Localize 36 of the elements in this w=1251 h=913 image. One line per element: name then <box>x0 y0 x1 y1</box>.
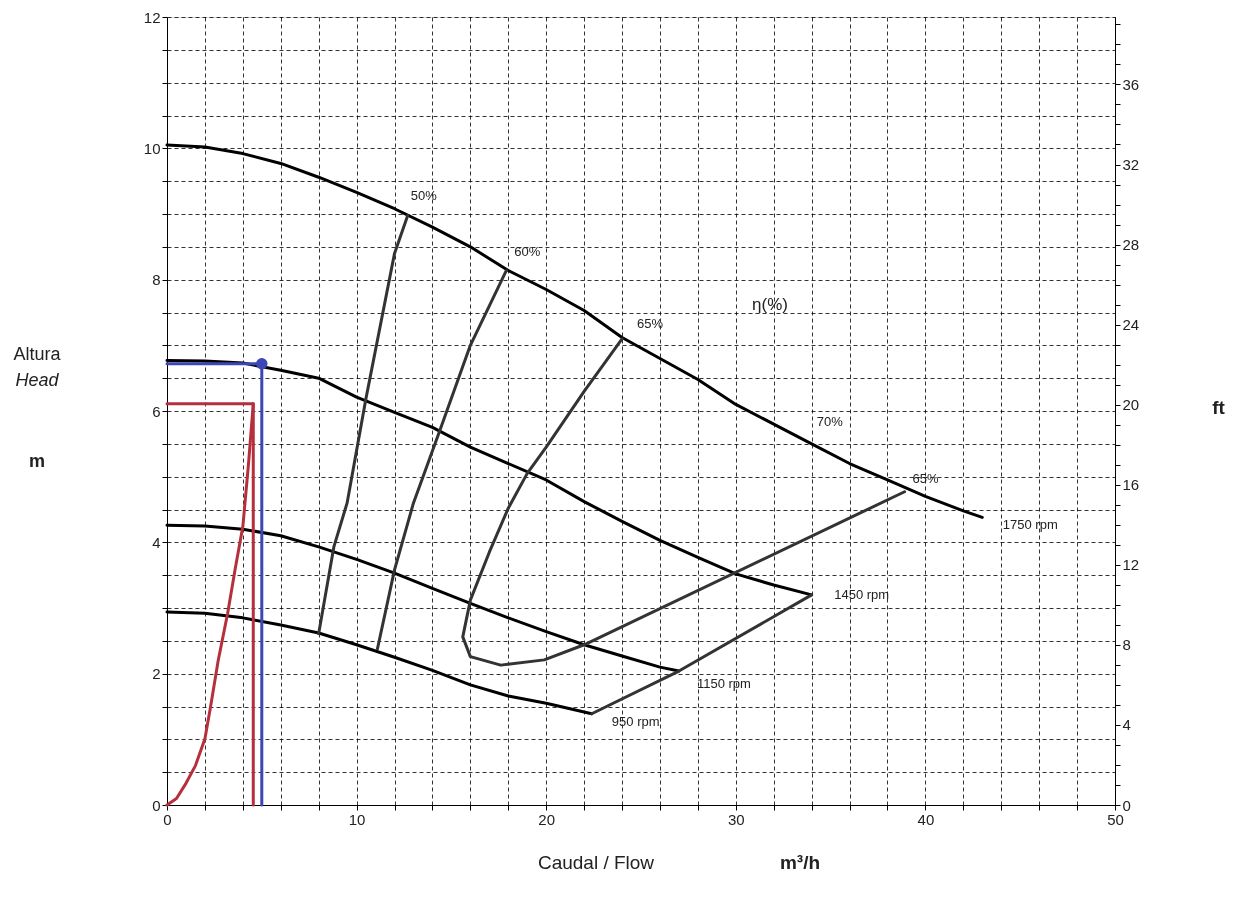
y2-tick-label: 20 <box>1122 396 1140 414</box>
annotation: η(%) <box>752 295 788 314</box>
y-tick-label: 0 <box>152 796 161 814</box>
annotation: 950 rpm <box>611 713 660 729</box>
y-tick-label: 4 <box>152 533 161 551</box>
y2-tick-label: 24 <box>1122 316 1140 334</box>
x-tick-label: 10 <box>348 810 366 828</box>
x-tick-label: 40 <box>917 810 935 828</box>
text: Altura Head m <box>13 344 61 471</box>
x-tick-label: 50 <box>1107 810 1124 828</box>
y-tick-label: 8 <box>152 271 161 289</box>
y2-tick-label: 28 <box>1122 236 1140 254</box>
x-tick-label: 30 <box>727 810 745 828</box>
y2-tick-label: 4 <box>1122 716 1131 734</box>
annotation: 60% <box>514 244 541 260</box>
y2-tick-label: 0 <box>1122 796 1131 814</box>
annotation: 65% <box>912 470 939 486</box>
y2-axis-title: ft <box>1212 396 1226 418</box>
y2-tick-label: 16 <box>1122 476 1140 494</box>
y2-tick-label: 32 <box>1122 156 1140 174</box>
text: Caudal / Flow m³/h <box>537 852 821 873</box>
y2-tick-label: 36 <box>1122 75 1140 93</box>
annotation: 1750 rpm <box>1002 517 1058 533</box>
y2-tick-label: 8 <box>1122 636 1131 654</box>
y-tick-label: 6 <box>152 402 161 420</box>
annotation: 65% <box>637 315 664 331</box>
y-tick-label: 2 <box>152 665 161 683</box>
x-tick-label: 0 <box>163 810 172 828</box>
y-tick-label: 10 <box>143 139 161 157</box>
x-tick-label: 20 <box>538 810 556 828</box>
annotation: 70% <box>816 413 844 429</box>
y-tick-label: 12 <box>143 8 161 26</box>
annotation: 1150 rpm <box>696 676 751 692</box>
y2-tick-label: 12 <box>1122 556 1140 574</box>
annotation: 50% <box>410 188 438 204</box>
annotation: 1450 rpm <box>834 586 890 602</box>
